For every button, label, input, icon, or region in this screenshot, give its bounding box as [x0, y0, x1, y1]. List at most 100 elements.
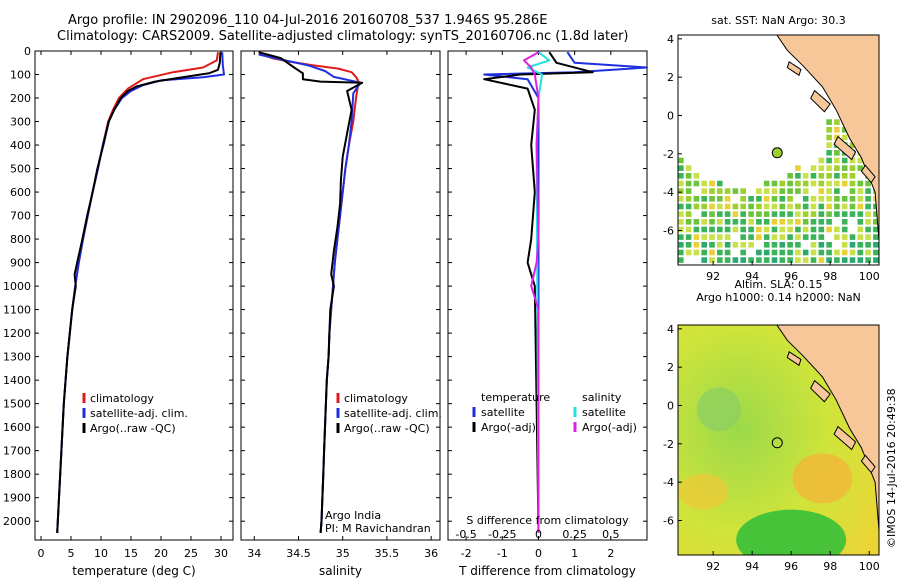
temperature-xtick-label: 10	[94, 547, 108, 560]
sst-cell	[795, 188, 801, 194]
sst-cell	[795, 180, 801, 187]
sst-cell	[771, 203, 778, 210]
sst-cell	[826, 211, 832, 217]
sst_map-sumatra-land	[776, 35, 879, 247]
sst-cell	[795, 219, 801, 225]
sst-cell	[834, 211, 840, 217]
sst-cell	[678, 211, 684, 217]
sst-cell	[732, 226, 739, 233]
sst-cell	[709, 180, 715, 187]
sst-cell	[873, 242, 879, 248]
sst_map-ytick-label: -2	[663, 148, 674, 161]
sst_map-ytick-label: -4	[663, 186, 674, 199]
sst-cell	[693, 203, 700, 210]
sst-cell	[787, 188, 793, 194]
sst-cell	[779, 203, 786, 210]
sst-cell	[685, 234, 692, 240]
depth-tick-label: 1500	[3, 398, 31, 411]
sla_map-ytick-label: -4	[663, 476, 674, 489]
sst-cell	[849, 249, 856, 256]
sst-cell	[857, 234, 864, 240]
sst_map-xtick-label: 92	[706, 270, 720, 283]
sst-cell	[701, 211, 707, 217]
sst-cell	[709, 203, 715, 210]
sst-cell	[787, 203, 793, 210]
map-sla_map: 92 94 96 98 100 4 2 0 -2 -4 -6 Altim. SLA: 0.15	[663, 278, 880, 573]
sst-cell	[701, 257, 707, 263]
difference-series-line	[483, 51, 594, 533]
sst-cell	[748, 196, 754, 202]
sst-cell	[841, 234, 848, 240]
sst-cell	[834, 150, 840, 156]
sst-cell	[841, 203, 848, 210]
sst-cell	[818, 234, 825, 240]
sst-cell	[841, 226, 848, 233]
sst-cell	[701, 219, 707, 225]
sla_map-island	[810, 379, 831, 403]
depth-tick-label: 1800	[3, 468, 31, 481]
depth-tick-label: 1100	[3, 304, 31, 317]
sst-cell	[849, 203, 856, 210]
sst-cell	[810, 203, 817, 210]
panel-salinity: 34 34.5 35 35.5 36 salinity	[240, 50, 441, 578]
sst-cell	[849, 257, 856, 263]
sst-cell	[865, 226, 871, 233]
sst-cell	[724, 211, 731, 217]
sst-cell	[857, 226, 864, 233]
sla-high-anomaly	[792, 453, 853, 504]
sst-cell	[802, 257, 809, 263]
sst-cell	[865, 188, 871, 194]
sst-cell	[717, 180, 723, 187]
sst-cell	[740, 249, 746, 256]
sst-cell	[771, 249, 778, 256]
sst-cell	[685, 165, 692, 171]
sst_map-xtick-label: 96	[784, 270, 798, 283]
sst-cell	[818, 242, 825, 248]
depth-tick-label: 300	[10, 116, 31, 129]
sst-cell	[834, 127, 840, 133]
sst-cell	[763, 211, 770, 217]
sst-cell	[857, 157, 864, 164]
salinity-xtick-label: 34.5	[286, 547, 311, 560]
sst-cell	[717, 257, 723, 263]
sst-cell	[826, 219, 832, 225]
sst-cell	[732, 219, 739, 225]
sst-cell	[834, 257, 840, 263]
difference-series-line	[483, 51, 648, 533]
sst-cell	[763, 219, 770, 225]
figure-title-line1: Argo profile: IN 2902096_110 04-Jul-2016…	[68, 13, 548, 28]
sst-cell	[826, 142, 832, 148]
sst-cell	[802, 226, 809, 233]
sst-cell	[709, 234, 715, 240]
sst-cell	[685, 203, 692, 210]
sst-cell	[701, 196, 707, 202]
difference-xtick-label: -2	[461, 547, 472, 560]
temperature-xtick-label: 5	[68, 547, 75, 560]
sst_map-island	[860, 164, 876, 184]
sla_map-title: Altim. SLA: 0.15	[734, 278, 822, 291]
sst-cell	[826, 203, 832, 210]
sst-cell	[724, 188, 731, 194]
sla_map-argo-float-marker	[771, 437, 783, 449]
diff-legend-label: satellite	[481, 406, 525, 419]
sst-cell	[810, 234, 817, 240]
sst-cell	[802, 211, 809, 217]
sst-cell	[849, 196, 856, 202]
sst-cell	[818, 188, 825, 194]
sst-cell	[857, 257, 864, 263]
sst-cell	[763, 226, 770, 233]
sst_map-xtick-label: 94	[745, 270, 759, 283]
salinity-legend-label: climatology	[344, 392, 408, 405]
sst-cell	[732, 211, 739, 217]
salinity-series-line	[258, 53, 362, 533]
sst-cell	[834, 226, 840, 233]
sst-cell	[678, 234, 684, 240]
sst-cell	[701, 249, 707, 256]
sst-cell	[802, 234, 809, 240]
sst-cell	[717, 242, 723, 248]
sst-cell	[771, 234, 778, 240]
sst-cell	[779, 219, 786, 225]
sst-cell	[849, 211, 856, 217]
sst-cell	[685, 226, 692, 233]
